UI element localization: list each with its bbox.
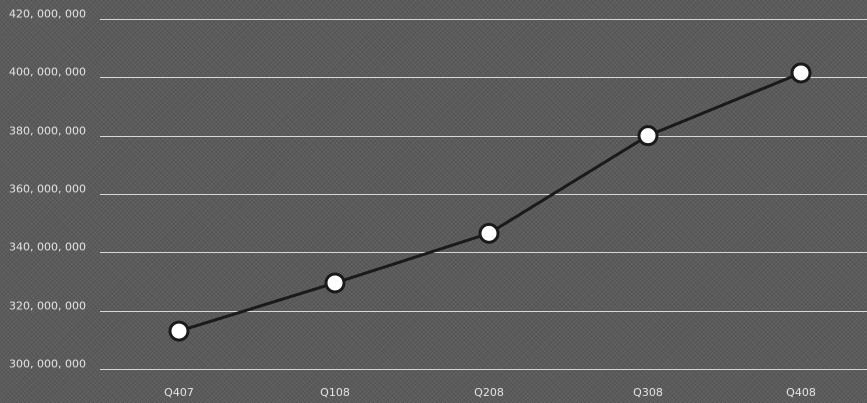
x-axis-tick-labels: Q407 Q108 Q208 Q308 Q408 [164, 386, 816, 399]
series-line-layer [178, 71, 802, 333]
x-tick-label: Q308 [633, 386, 663, 399]
y-tick-label: 380, 000, 000 [9, 125, 86, 138]
data-point[interactable] [478, 222, 500, 244]
y-tick-label: 420, 000, 000 [9, 8, 86, 21]
x-tick-label: Q407 [164, 386, 194, 399]
data-point[interactable] [324, 272, 346, 294]
y-axis-tick-labels: 300, 000, 000 320, 000, 000 340, 000, 000 3… [9, 8, 86, 371]
gridlines [100, 19, 867, 370]
data-point[interactable] [790, 62, 812, 84]
y-tick-label: 340, 000, 000 [9, 241, 86, 254]
x-tick-label: Q108 [320, 386, 350, 399]
data-point-markers [168, 62, 812, 342]
y-tick-label: 320, 000, 000 [9, 300, 86, 313]
x-tick-label: Q208 [474, 386, 504, 399]
series-line [178, 71, 802, 333]
data-point[interactable] [637, 125, 659, 147]
y-tick-label: 400, 000, 000 [9, 66, 86, 79]
x-tick-label: Q408 [786, 386, 816, 399]
y-tick-label: 300, 000, 000 [9, 358, 86, 371]
y-tick-label: 360, 000, 000 [9, 183, 86, 196]
data-point[interactable] [168, 320, 190, 342]
